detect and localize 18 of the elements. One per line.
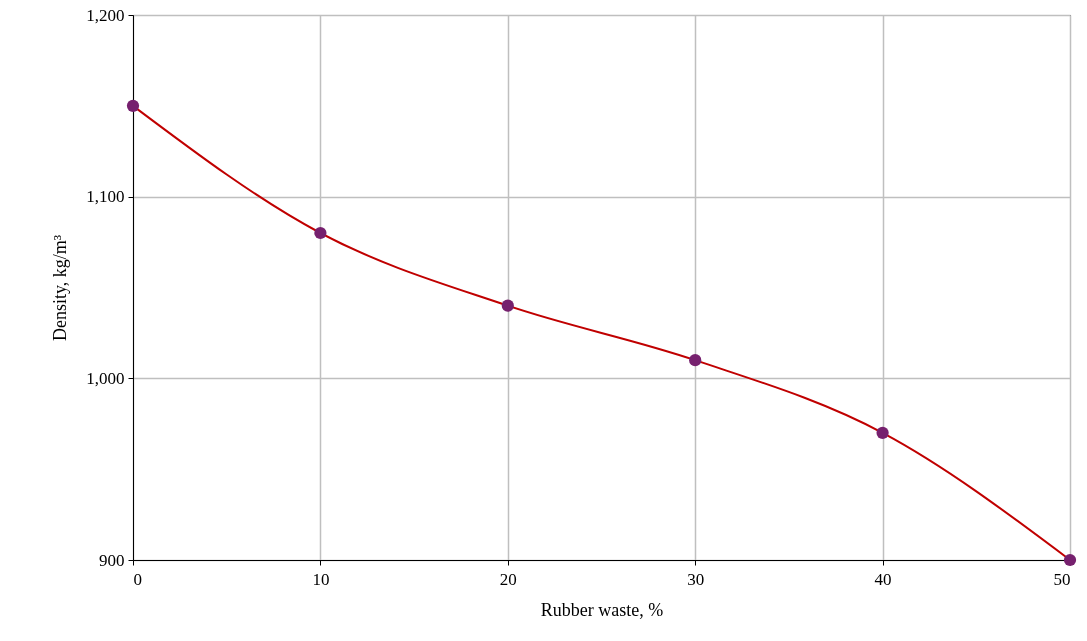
x-tick-label: 10	[312, 569, 330, 589]
point	[126, 99, 140, 112]
y-tick-label: 900	[99, 550, 125, 570]
x-tick-label: 30	[687, 569, 705, 589]
y-tick-label: 1,100	[86, 187, 125, 207]
point	[689, 354, 702, 367]
point	[501, 299, 514, 312]
point	[314, 226, 327, 240]
x-tick-label: 40	[874, 569, 892, 589]
x-axis-title: Rubber waste, %	[540, 599, 664, 620]
x-tick-label: 0	[133, 569, 142, 589]
point	[1063, 553, 1077, 567]
y-tick-label: 1,200	[86, 5, 125, 25]
y-tick-label: 1,000	[86, 368, 125, 388]
x-tick-label: 50	[1053, 569, 1071, 589]
y-axis-title: Density, kg/m³	[50, 234, 71, 342]
x-tick-label: 20	[499, 569, 517, 589]
point	[876, 426, 889, 439]
